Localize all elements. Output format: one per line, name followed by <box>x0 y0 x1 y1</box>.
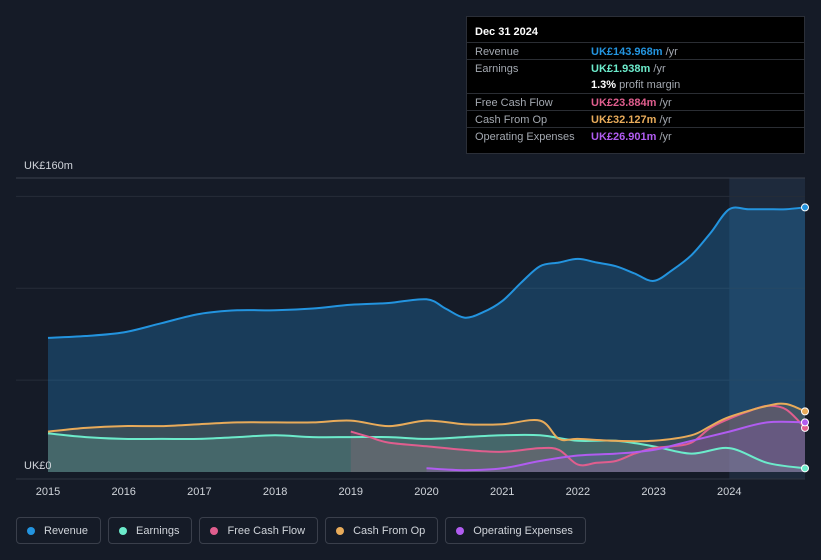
tooltip-row-profit-margin: 1.3% profit margin <box>467 76 804 93</box>
tooltip-label: Free Cash Flow <box>475 97 553 109</box>
profit-margin-value: 1.3% profit margin <box>591 79 681 91</box>
area-operating-expenses <box>426 421 805 472</box>
tooltip-date: Dec 31 2024 <box>475 26 538 38</box>
x-tick-label: 2015 <box>36 486 60 498</box>
legend-label: Earnings <box>136 524 180 537</box>
tooltip-value: UK£32.127m /yr <box>591 114 672 126</box>
line-operating-expenses <box>426 420 806 472</box>
tooltip-row-earnings: Earnings UK£1.938m /yr <box>467 59 804 77</box>
series-areas <box>48 207 805 472</box>
legend-label: Operating Expenses <box>473 524 573 537</box>
legend-label: Revenue <box>44 524 89 537</box>
legend-item-cash-from-op[interactable]: Cash From Op <box>325 517 439 544</box>
legend-item-operating-expenses[interactable]: Operating Expenses <box>445 517 586 544</box>
x-tick-label: 2018 <box>263 486 287 498</box>
tooltip-row-operating-expenses: Operating Expenses UK£26.901m /yr <box>467 127 804 145</box>
area-cash-from-op <box>48 403 805 472</box>
tooltip-panel: Dec 31 2024 Revenue UK£143.968m /yr Earn… <box>466 16 805 154</box>
area-free-cash-flow <box>350 405 805 472</box>
tooltip-value: UK£23.884m /yr <box>591 97 672 109</box>
legend-label: Free Cash Flow <box>227 524 306 537</box>
tooltip-label: Earnings <box>475 63 519 75</box>
x-axis: 2015 2016 2017 2018 2019 2020 2021 2022 2023 2024 <box>36 486 742 498</box>
legend-dot-icon <box>119 526 128 535</box>
x-tick-label: 2024 <box>717 486 741 498</box>
x-tick-label: 2020 <box>414 486 438 498</box>
tooltip-label: Operating Expenses <box>475 131 575 143</box>
endpoint-operating-expenses <box>801 418 809 427</box>
legend-item-free-cash-flow[interactable]: Free Cash Flow <box>199 517 319 544</box>
x-tick-label: 2021 <box>490 486 514 498</box>
legend-dot-icon <box>336 526 345 535</box>
endpoint-revenue <box>801 203 809 212</box>
tooltip-value: UK£1.938m /yr <box>591 63 666 75</box>
tooltip-row-free-cash-flow: Free Cash Flow UK£23.884m /yr <box>467 93 804 111</box>
tooltip-label: Cash From Op <box>475 114 548 126</box>
series-lines <box>47 203 809 473</box>
x-tick-label: 2019 <box>339 486 363 498</box>
tooltip-value: UK£26.901m /yr <box>591 131 672 143</box>
x-tick-label: 2023 <box>641 486 665 498</box>
x-tick-label: 2017 <box>187 486 211 498</box>
tooltip-label: Revenue <box>475 46 520 58</box>
line-cash-from-op <box>47 402 806 443</box>
legend-label: Cash From Op <box>353 524 426 537</box>
legend-dot-icon <box>456 526 465 535</box>
endpoint-earnings <box>801 464 809 473</box>
legend-dot-icon <box>27 526 35 535</box>
x-tick-label: 2022 <box>566 486 590 498</box>
area-revenue <box>48 207 805 472</box>
endpoint-cash-from-op <box>801 407 809 416</box>
line-revenue <box>47 206 806 339</box>
tooltip-row-cash-from-op: Cash From Op UK£32.127m /yr <box>467 110 804 128</box>
area-earnings <box>48 433 805 472</box>
x-tick-label: 2016 <box>111 486 135 498</box>
legend-item-revenue[interactable]: Revenue <box>16 517 102 544</box>
tooltip-value: UK£143.968m /yr <box>591 46 678 58</box>
line-earnings <box>47 432 806 470</box>
legend-dot-icon <box>210 526 219 535</box>
chart-legend: Revenue Earnings Free Cash Flow Cash Fro… <box>16 517 586 546</box>
y-axis-min-label: UK£0 <box>24 460 52 472</box>
y-axis-max-label: UK£160m <box>24 160 73 172</box>
tooltip-row-revenue: Revenue UK£143.968m /yr <box>467 42 804 60</box>
legend-item-earnings[interactable]: Earnings <box>108 517 193 544</box>
